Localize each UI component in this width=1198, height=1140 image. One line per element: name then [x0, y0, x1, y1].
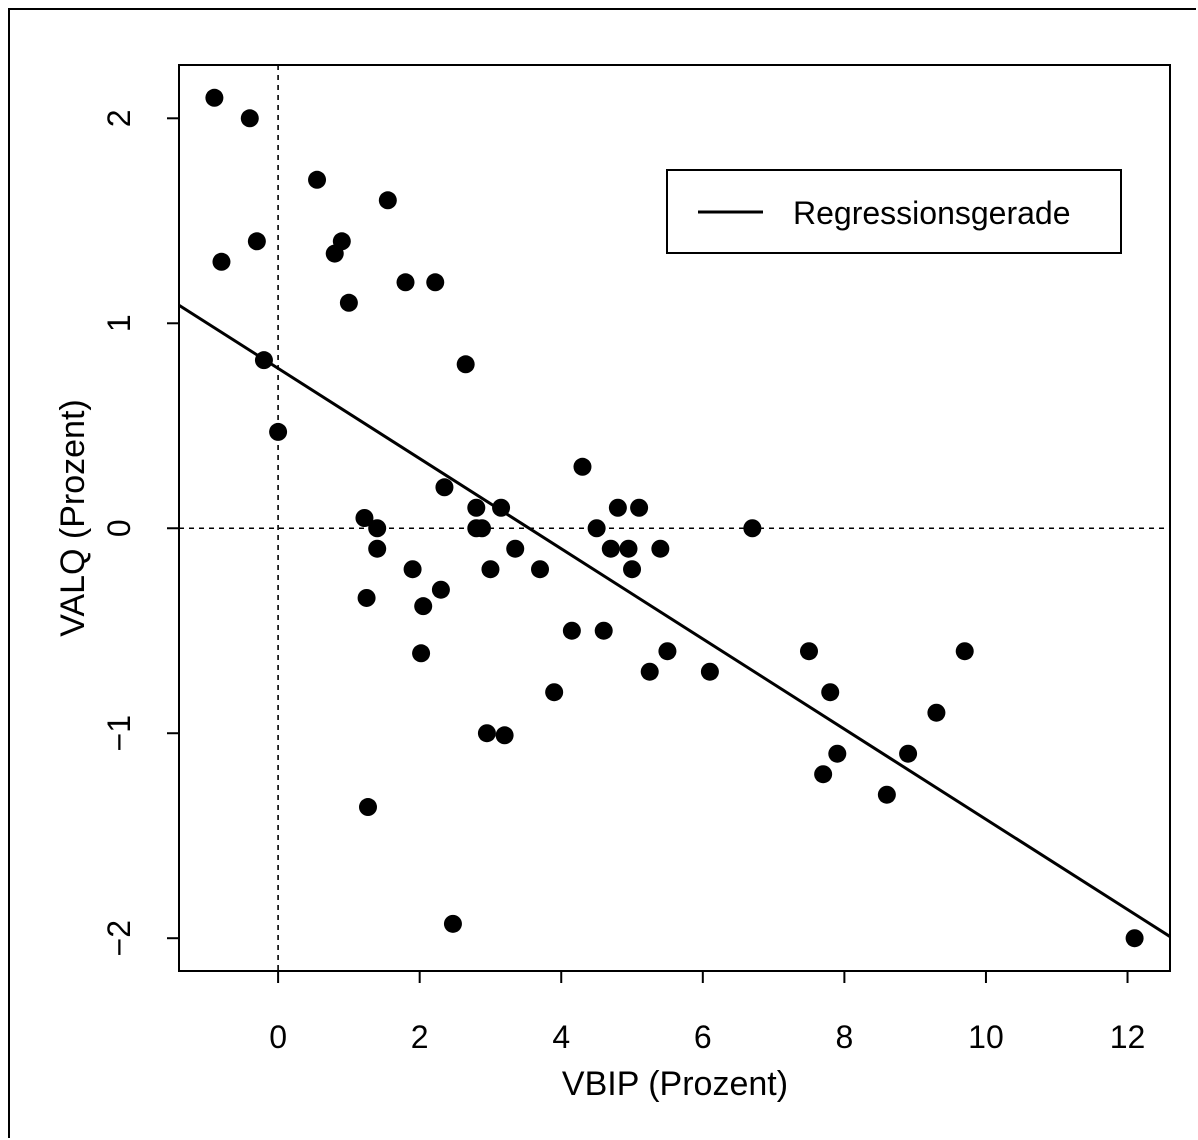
data-point — [212, 252, 231, 271]
y-tick-label: 2 — [101, 109, 137, 127]
data-point — [403, 560, 422, 579]
data-point — [308, 170, 327, 189]
x-tick-label: 8 — [835, 1019, 853, 1055]
data-point — [531, 560, 550, 579]
data-point — [814, 765, 833, 784]
data-point — [467, 498, 486, 517]
data-point — [506, 539, 525, 558]
data-point — [799, 642, 818, 661]
data-point — [247, 232, 266, 251]
y-axis-label: VALQ (Prozent) — [54, 399, 92, 636]
data-point — [481, 560, 500, 579]
y-axis: −2 −1 0 1 2 — [101, 109, 180, 956]
data-point — [492, 498, 511, 517]
data-point — [435, 478, 454, 497]
data-point — [640, 662, 659, 681]
x-axis: 0 2 4 6 8 10 12 — [269, 970, 1146, 1055]
data-point — [573, 457, 592, 476]
reference-lines — [179, 65, 1170, 971]
y-tick-label: −1 — [101, 715, 137, 751]
data-point — [240, 109, 259, 128]
data-point — [205, 88, 224, 107]
data-point — [426, 273, 445, 292]
data-point — [601, 539, 620, 558]
data-point — [396, 273, 415, 292]
data-point — [562, 621, 581, 640]
data-point — [414, 597, 433, 616]
data-point — [828, 744, 847, 763]
data-point — [358, 798, 377, 817]
data-point — [545, 683, 564, 702]
y-tick-label: −2 — [101, 920, 137, 956]
data-point — [594, 621, 613, 640]
data-point — [431, 580, 450, 599]
data-point — [339, 293, 358, 312]
x-tick-label: 12 — [1110, 1019, 1146, 1055]
y-tick-label: 0 — [101, 519, 137, 537]
data-point — [821, 683, 840, 702]
data-point — [619, 539, 638, 558]
data-point — [877, 785, 896, 804]
data-point — [927, 703, 946, 722]
data-point — [955, 642, 974, 661]
data-point — [658, 642, 677, 661]
data-point — [456, 355, 475, 374]
x-axis-label: VBIP (Prozent) — [562, 1065, 788, 1103]
x-tick-label: 6 — [694, 1019, 712, 1055]
legend: Regressionsgerade — [666, 169, 1122, 254]
legend-entry-regressionsgerade: Regressionsgerade — [793, 195, 1071, 231]
data-point — [443, 914, 462, 933]
regression-line — [178, 303, 1171, 938]
data-point — [368, 539, 387, 558]
x-tick-label: 10 — [968, 1019, 1004, 1055]
data-point — [700, 662, 719, 681]
data-point — [269, 422, 288, 441]
data-point — [623, 560, 642, 579]
data-point — [378, 191, 397, 210]
data-point — [743, 519, 762, 538]
data-point — [357, 588, 376, 607]
data-point — [587, 519, 606, 538]
data-point — [254, 351, 273, 370]
y-tick-label: 1 — [101, 314, 137, 332]
data-point — [899, 744, 918, 763]
data-point — [412, 644, 431, 663]
data-point — [355, 509, 374, 527]
data-point — [368, 519, 387, 538]
data-point — [332, 232, 351, 251]
data-point — [472, 519, 491, 538]
data-point — [1125, 929, 1144, 948]
data-point — [495, 726, 514, 745]
data-point — [651, 539, 670, 558]
x-tick-label: 4 — [552, 1019, 570, 1055]
data-points — [205, 88, 1144, 948]
data-point — [477, 724, 496, 743]
x-tick-label: 2 — [411, 1019, 429, 1055]
data-point — [630, 498, 649, 517]
x-tick-label: 0 — [269, 1019, 287, 1055]
data-point — [608, 498, 627, 517]
regression-line-group — [178, 303, 1171, 938]
